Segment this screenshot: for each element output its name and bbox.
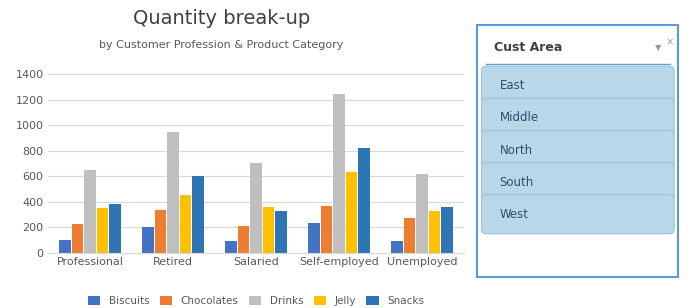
FancyBboxPatch shape: [482, 195, 674, 234]
FancyBboxPatch shape: [482, 98, 674, 138]
Bar: [97, 208, 108, 253]
Bar: [346, 172, 357, 253]
Bar: [404, 218, 415, 253]
Bar: [109, 204, 120, 253]
Bar: [417, 174, 428, 253]
Bar: [192, 176, 203, 253]
Bar: [251, 164, 262, 253]
FancyBboxPatch shape: [482, 66, 674, 105]
Text: East: East: [500, 79, 525, 92]
Bar: [309, 223, 320, 253]
FancyBboxPatch shape: [482, 131, 674, 170]
Text: West: West: [500, 208, 529, 221]
Bar: [84, 170, 95, 253]
Bar: [334, 94, 345, 253]
Bar: [275, 211, 286, 253]
Text: Middle: Middle: [500, 111, 538, 124]
Bar: [155, 210, 166, 253]
Bar: [392, 241, 403, 253]
Bar: [263, 207, 274, 253]
Bar: [441, 207, 453, 253]
Text: Quantity break-up: Quantity break-up: [133, 9, 310, 28]
Bar: [72, 224, 83, 253]
Text: by Customer Profession & Product Category: by Customer Profession & Product Categor…: [99, 40, 344, 50]
Text: ▼: ▼: [655, 43, 662, 52]
Text: North: North: [500, 144, 533, 156]
Bar: [180, 195, 191, 253]
Bar: [238, 226, 249, 253]
Legend: Biscuits, Chocolates, Drinks, Jelly, Snacks: Biscuits, Chocolates, Drinks, Jelly, Sna…: [84, 292, 428, 308]
Bar: [143, 227, 154, 253]
Bar: [226, 241, 237, 253]
FancyBboxPatch shape: [482, 163, 674, 202]
Bar: [358, 148, 370, 253]
Bar: [167, 132, 179, 253]
Text: ×: ×: [666, 37, 674, 47]
Bar: [321, 206, 332, 253]
Text: South: South: [500, 176, 534, 188]
Bar: [429, 211, 440, 253]
Bar: [60, 240, 71, 253]
Text: Cust Area: Cust Area: [493, 41, 562, 54]
